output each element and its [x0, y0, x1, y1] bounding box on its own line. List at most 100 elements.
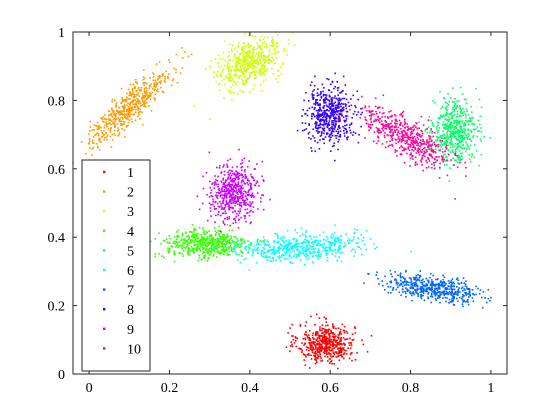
- series-2-point: [152, 87, 154, 90]
- series-10-point: [403, 161, 406, 164]
- series-5-point: [446, 163, 448, 166]
- series-6-point: [288, 248, 290, 250]
- series-8-point: [333, 113, 336, 116]
- series-6-point: [295, 245, 297, 248]
- series-5-point: [446, 105, 448, 108]
- series-6-point: [274, 251, 276, 253]
- series-3-point: [269, 49, 271, 51]
- series-7-point: [404, 290, 406, 293]
- series-7-point: [478, 292, 481, 295]
- series-7-point: [486, 301, 488, 304]
- series-10-point: [378, 121, 381, 124]
- series-4-point: [176, 234, 179, 237]
- series-6-point: [306, 239, 308, 241]
- series-3-point: [264, 55, 266, 57]
- series-9-point: [232, 211, 234, 214]
- series-6-point: [272, 259, 275, 262]
- series-7-point: [397, 282, 399, 284]
- series-5-point: [459, 137, 462, 139]
- series-3-point: [242, 70, 245, 73]
- series-10-point: [414, 148, 416, 150]
- series-1-point: [343, 352, 346, 354]
- series-5-point: [466, 145, 469, 147]
- series-5-point: [453, 122, 456, 124]
- series-9-point: [228, 207, 230, 209]
- series-7-point: [412, 292, 415, 295]
- series-6-point: [314, 254, 317, 257]
- series-4-point: [205, 241, 208, 244]
- series-3-point: [243, 69, 246, 72]
- series-5-point: [452, 134, 455, 136]
- series-10-point: [389, 134, 392, 137]
- series-7-point: [456, 292, 458, 294]
- series-8-point: [338, 112, 341, 115]
- series-2-point: [149, 93, 152, 95]
- series-2-point: [162, 74, 164, 76]
- series-6-point: [348, 239, 351, 242]
- series-5-point: [451, 115, 454, 117]
- series-2-point: [101, 135, 104, 138]
- series-2-point: [92, 139, 94, 142]
- series-1-point: [332, 335, 335, 337]
- series-6-point: [317, 257, 319, 260]
- series-3-point: [235, 64, 238, 67]
- series-4-point: [197, 259, 199, 262]
- series-1-point: [321, 339, 324, 341]
- series-6-point: [313, 236, 315, 239]
- series-2-point: [114, 115, 117, 117]
- series-8-point: [330, 98, 332, 100]
- series-4-point: [173, 252, 175, 254]
- series-5-point: [446, 155, 448, 158]
- series-7-point: [406, 289, 409, 292]
- series-6-point: [278, 245, 280, 248]
- series-7-point: [453, 296, 455, 299]
- series-5-point: [456, 131, 459, 134]
- series-5-point: [451, 149, 454, 151]
- series-6-point: [295, 253, 297, 255]
- series-3-point: [228, 76, 231, 78]
- series-8-point: [341, 107, 344, 110]
- series-3-point: [235, 60, 238, 62]
- series-8-point: [337, 126, 340, 128]
- series-4-point: [191, 223, 194, 226]
- series-9-point: [208, 202, 211, 204]
- series-7-point: [400, 279, 402, 282]
- series-1-point: [314, 341, 316, 344]
- series-2-point: [120, 122, 122, 125]
- series-5-point: [470, 156, 473, 158]
- series-9-point: [246, 182, 249, 184]
- series-9-point: [209, 210, 212, 212]
- series-1-point: [306, 335, 309, 337]
- series-1-point: [319, 348, 321, 351]
- series-7-point: [439, 301, 441, 304]
- series-6-point: [324, 247, 327, 250]
- series-6-point: [281, 237, 283, 239]
- series-2-point: [126, 109, 128, 112]
- series-8-point: [337, 107, 339, 109]
- series-3-point: [263, 54, 265, 57]
- series-9-point: [234, 182, 237, 185]
- series-4-point: [227, 241, 229, 243]
- series-10-point: [376, 112, 378, 115]
- series-2-point: [116, 118, 118, 120]
- series-3-point: [273, 47, 276, 50]
- series-1-point: [337, 355, 339, 357]
- series-9-point: [209, 186, 211, 189]
- series-4-point: [185, 232, 187, 234]
- series-1-point: [310, 346, 312, 349]
- series-9-point: [237, 199, 239, 202]
- series-3-point: [244, 69, 247, 71]
- series-7-point: [390, 281, 392, 284]
- series-9-point: [240, 173, 243, 175]
- series-1-point: [338, 359, 341, 361]
- series-1-point: [342, 329, 345, 332]
- series-1-point: [317, 351, 319, 353]
- series-8-point: [331, 120, 333, 122]
- series-7-point: [402, 285, 404, 288]
- series-4-point: [222, 238, 225, 240]
- series-5-point: [458, 123, 461, 125]
- series-9-point: [224, 206, 227, 208]
- series-6-point: [363, 243, 366, 246]
- series-1-point: [342, 348, 344, 350]
